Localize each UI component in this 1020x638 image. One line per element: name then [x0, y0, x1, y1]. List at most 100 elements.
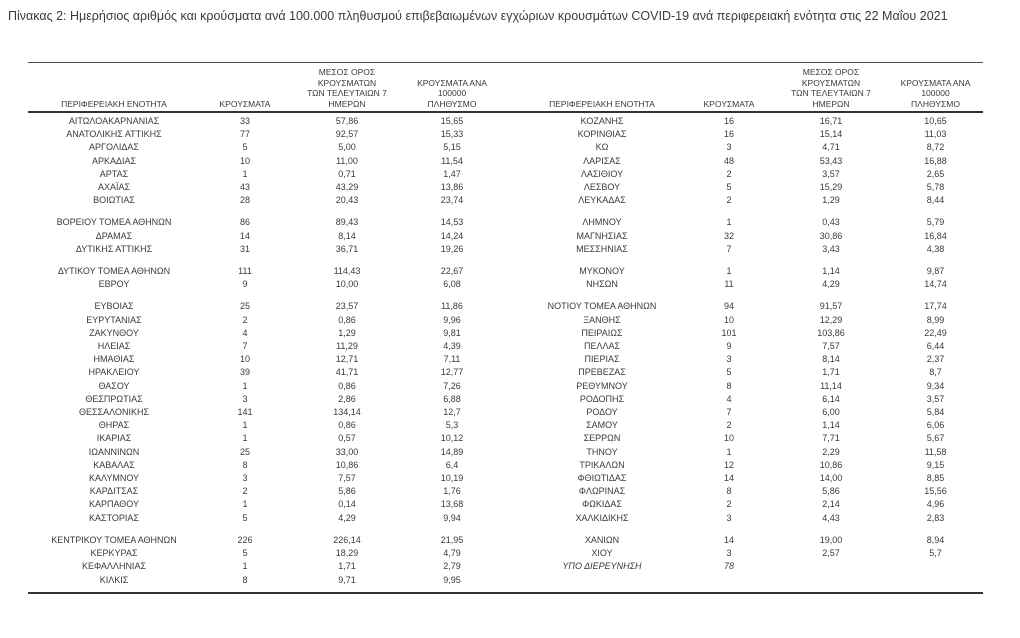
avg7-cell: 5,86: [822, 486, 840, 497]
per100k-cell: 11,03: [924, 129, 947, 140]
cases-cell: 1: [242, 433, 248, 444]
cases-cell: 2: [242, 314, 248, 325]
per100k-cell: 4,39: [443, 341, 461, 352]
per100k-cell: [888, 574, 983, 587]
column-spacer: [500, 560, 520, 573]
table-row: ΚΑΣΤΟΡΙΑΣ 5 4,29 9,94 ΧΑΛΚΙΔΙΚΗΣ 3 4,43 2,83: [28, 512, 983, 525]
region-cell: ΡΕΘΥΜΝΟΥ: [576, 380, 628, 391]
cases-cell: 25: [239, 301, 250, 312]
table-row: ΚΙΛΚΙΣ 8 9,71 9,95: [28, 574, 983, 587]
region-cell: ΘΑΣΟΥ: [98, 380, 130, 391]
region-cell: ΚΙΛΚΙΣ: [99, 574, 129, 585]
region-cell: ΚΕΦΑΛΛΗΝΙΑΣ: [81, 561, 147, 572]
cases-cell: 1: [242, 380, 248, 391]
cases-cell: 2: [726, 420, 732, 431]
region-cell: ΗΜΑΘΙΑΣ: [93, 354, 135, 365]
column-spacer: [500, 115, 520, 128]
region-cell: ΗΛΕΙΑΣ: [97, 341, 131, 352]
region-cell: ΛΗΜΝΟΥ: [582, 217, 622, 228]
table-row: ΕΥΡΥΤΑΝΙΑΣ 2 0,86 9,96 ΞΑΝΘΗΣ 10 12,29 8,99: [28, 314, 983, 327]
region-cell: ΘΗΡΑΣ: [98, 420, 130, 431]
cases-cell: 33: [239, 116, 250, 126]
table-row: ΙΚΑΡΙΑΣ 1 0,57 10,12 ΣΕΡΡΩΝ 10 7,71 5,67: [28, 432, 983, 445]
per100k-cell: 14,74: [924, 279, 947, 290]
covid-regional-table: ΠΕΡΙΦΕΡΕΙΑΚΗ ΕΝΟΤΗΤΑ ΚΡΟΥΣΜΑΤΑ ΜΕΣΟΣ ΟΡΟΣ …: [28, 62, 983, 594]
cases-cell: 8: [726, 380, 732, 391]
region-cell: ΜΑΓΝΗΣΙΑΣ: [576, 230, 628, 241]
region-cell: ΚΑΡΠΑΘΟΥ: [88, 499, 140, 510]
avg7-cell: 2,14: [822, 499, 840, 510]
avg7-cell: [774, 560, 888, 573]
avg7-cell: 103,86: [817, 327, 845, 338]
region-cell: ΑΡΓΟΛΙΔΑΣ: [89, 142, 139, 153]
region-cell: ΔΡΑΜΑΣ: [95, 230, 133, 241]
per100k-cell: 1,76: [443, 486, 461, 497]
avg7-cell: 3,43: [822, 243, 840, 254]
region-cell: ΜΥΚΟΝΟΥ: [579, 266, 625, 277]
table-row: ΘΗΡΑΣ 1 0,86 5,3 ΣΑΜΟΥ 2 1,14 6,06: [28, 419, 983, 432]
region-cell: ΛΑΡΙΣΑΣ: [583, 155, 621, 166]
avg7-cell: 11,14: [820, 380, 842, 391]
cases-cell: 1: [726, 217, 732, 228]
region-cell: ΚΑΣΤΟΡΙΑΣ: [89, 512, 139, 523]
table-row: ΕΒΡΟΥ 9 10,00 6,08 ΝΗΣΩΝ 11 4,29 14,74: [28, 278, 983, 291]
cases-cell: 5: [242, 548, 248, 559]
per100k-cell: 6,88: [443, 393, 461, 404]
table-row: ΙΩΑΝΝΙΝΩΝ 25 33,00 14,89 ΤΗΝΟΥ 1 2,29 11,58: [28, 446, 983, 459]
region-cell: ΛΕΣΒΟΥ: [583, 182, 621, 193]
per100k-cell: 4,79: [443, 548, 461, 559]
column-spacer: [500, 459, 520, 472]
avg7-cell: 7,57: [338, 473, 356, 484]
avg7-cell: 19,00: [819, 534, 843, 545]
avg7-cell: 10,86: [335, 459, 359, 470]
table-row: ΕΥΒΟΙΑΣ 25 23,57 11,86 ΝΟΤΙΟΥ ΤΟΜΕΑ ΑΘΗΝΩΝ 94…: [28, 300, 983, 313]
avg7-cell: 0,43: [822, 217, 840, 228]
avg7-cell: 10,00: [335, 279, 359, 290]
cases-cell: 32: [723, 230, 734, 241]
cases-cell: 14: [239, 230, 250, 241]
region-cell: ΠΕΛΛΑΣ: [583, 341, 621, 352]
per100k-cell: 22,67: [440, 266, 464, 277]
column-spacer: [500, 230, 520, 243]
per100k-cell: 8,85: [926, 473, 945, 484]
per100k-cell: 10,65: [924, 116, 947, 126]
per100k-cell: 16,88: [924, 155, 947, 166]
per100k-cell: 7,26: [443, 380, 461, 391]
column-spacer: [500, 485, 520, 498]
cases-cell: 1: [726, 266, 732, 277]
region-cell: ΔΥΤΙΚΗΣ ΑΤΤΙΚΗΣ: [75, 243, 153, 254]
table-row: ΚΕΦΑΛΛΗΝΙΑΣ 1 1,71 2,79 ΥΠΟ ΔΙΕΡΕΥΝΗΣΗ 78: [28, 560, 983, 573]
cases-cell: 14: [723, 473, 734, 484]
per100k-cell: 13,86: [440, 182, 464, 193]
cases-cell: 14: [723, 534, 734, 545]
header-cases-left: ΚΡΟΥΣΜΑΤΑ: [219, 98, 271, 109]
per100k-cell: 15,33: [440, 129, 464, 140]
avg7-cell: 8,14: [338, 230, 356, 241]
per100k-cell: 9,15: [926, 459, 945, 470]
avg7-cell: 2,86: [338, 393, 356, 404]
per100k-cell: 6,4: [445, 459, 459, 470]
per100k-cell: 2,37: [926, 354, 945, 365]
per100k-cell: 9,87: [926, 266, 945, 277]
column-spacer: [500, 314, 520, 327]
avg7-cell: 6,00: [822, 407, 840, 418]
cases-cell: 2: [242, 486, 248, 497]
region-cell: ΤΡΙΚΑΛΩΝ: [579, 459, 625, 470]
cases-cell: 226: [237, 534, 253, 545]
region-cell: ΧΑΛΚΙΔΙΚΗΣ: [575, 512, 629, 523]
per100k-cell: 14,53: [440, 217, 464, 228]
cases-cell: 3: [726, 512, 732, 523]
table-row: ΗΡΑΚΛΕΙΟΥ 39 41,71 12,77 ΠΡΕΒΕΖΑΣ 5 1,71 8,7: [28, 366, 983, 379]
avg7-cell: 1,29: [338, 327, 356, 338]
per100k-cell: 10,12: [440, 433, 464, 444]
avg7-cell: 0,86: [338, 380, 356, 391]
per100k-cell: 9,96: [443, 314, 461, 325]
table-row: ΚΑΛΥΜΝΟΥ 3 7,57 10,19 ΦΘΙΩΤΙΔΑΣ 14 14,00 8,85: [28, 472, 983, 485]
region-cell: ΞΑΝΘΗΣ: [583, 314, 621, 325]
avg7-cell: 2,57: [822, 548, 840, 559]
cases-cell: 9: [242, 279, 248, 290]
per100k-cell: 9,95: [443, 574, 461, 585]
per100k-cell: 2,83: [926, 512, 945, 523]
per100k-cell: 5,84: [926, 407, 945, 418]
cases-cell: 8: [242, 574, 248, 585]
